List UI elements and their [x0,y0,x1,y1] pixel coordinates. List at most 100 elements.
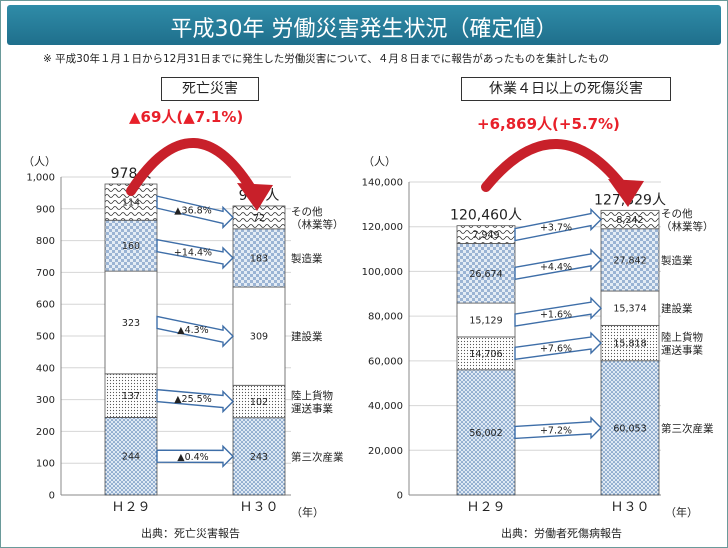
change-pct-label: +7.6% [540,344,572,355]
x-category-label: Ｈ２９ [466,500,505,515]
series-name-label: 陸上貨物 [661,331,703,344]
bar-value-label: 15,129 [469,316,502,327]
bar-segment [104,373,158,418]
y-tick-label: 600 [36,300,55,311]
series-name-label: （林業等） [661,220,714,233]
y-tick-label: 40,000 [368,401,403,412]
series-name-label: その他 [291,205,323,218]
series-name-label: 建設業 [291,330,323,343]
change-pct-label: ▲36.8% [174,205,212,216]
bar-value-label: 7,949 [472,230,499,241]
bar-segment [600,228,660,292]
source-fatal: 出典：死亡災害報告 [141,527,240,540]
x-category-label: Ｈ２９ [111,500,150,515]
trend-arrow-curve [481,139,631,196]
y-unit-injury: （人） [363,155,396,168]
chart-title-injury: 休業４日以上の死傷災害 [461,77,671,101]
footnote: ※ 平成30年１月１日から12月31日までに発生した労働災害について、４月８日ま… [43,53,609,65]
bar-value-label: 14,706 [469,349,502,360]
change-pct-label: +3.7% [540,223,572,234]
bar-segment [456,243,516,304]
series-name-label: 建設業 [661,302,693,315]
series-name-label: 陸上貨物 [291,389,333,402]
bar-segment [104,219,158,272]
change-pct-label: +7.2% [540,426,572,437]
bar-value-label: 323 [122,318,140,329]
bar-value-label: 27,842 [613,255,646,266]
bar-segment [456,302,516,338]
x-category-label: Ｈ３０ [610,500,649,515]
bar-value-label: 60,053 [613,423,646,434]
bar-value-label: 160 [122,241,140,252]
y-tick-label: 0 [397,491,403,502]
bar-value-label: 15,818 [613,339,646,350]
bar-segment [232,286,286,386]
bar-value-label: 8,242 [616,215,643,226]
trend-arrow-head [237,183,273,211]
y-tick-label: 900 [36,204,55,215]
page-title: 平成30年 労働災害発生状況（確定値） [170,17,558,42]
series-name-label: 運送事業 [291,402,333,415]
series-name-label: 第三次産業 [291,450,344,463]
bar-value-label: 26,674 [469,269,502,280]
change-pct-label: ▲25.5% [174,394,212,405]
bar-value-label: 309 [250,332,268,343]
series-name-label: 第三次産業 [661,422,714,435]
change-arrow [514,331,602,361]
y-tick-label: 0 [49,491,55,502]
bar-segment [456,369,516,496]
series-name-label: 製造業 [291,252,323,265]
x-category-label: Ｈ３０ [239,500,278,515]
title-banner: 平成30年 労働災害発生状況（確定値） [7,5,721,45]
y-tick-label: 60,000 [368,356,403,367]
bar-segment [104,270,158,375]
bar-value-label: 102 [250,397,268,408]
y-tick-label: 700 [36,268,55,279]
chart-title-fatal: 死亡災害 [161,77,259,101]
x-unit-fatal: （年） [291,506,324,519]
bar-value-label: 56,002 [469,428,502,439]
change-arrow [156,195,234,230]
change-arrow [514,416,602,440]
y-tick-label: 100,000 [362,267,403,278]
change-pct-label: ▲0.4% [177,452,208,463]
y-tick-label: 80,000 [368,312,403,323]
change-injury: +6,869人(+5.7%) [477,115,620,133]
bar-value-label: 114 [122,198,140,209]
bar-segment [232,228,286,288]
y-tick-label: 200 [36,427,55,438]
change-pct-label: +14.4% [174,247,212,258]
bar-value-label: 72 [253,213,265,224]
bar-total-label: 120,460人 [450,208,522,224]
change-pct-label: +4.4% [540,262,572,273]
y-tick-label: 300 [36,395,55,406]
series-name-label: 運送事業 [661,344,703,357]
y-unit-fatal: （人） [23,155,56,168]
y-tick-label: 100 [36,459,55,470]
change-pct-label: +1.6% [540,310,572,321]
change-fatal: ▲69人(▲7.1%) [129,108,244,126]
x-unit-injury: （年） [665,506,698,519]
trend-arrow-curve [126,138,260,200]
change-arrow [514,207,602,242]
bar-value-label: 15,374 [613,304,646,315]
change-arrow [514,248,602,281]
bar-value-label: 183 [250,253,268,264]
y-tick-label: 120,000 [362,222,403,233]
y-tick-label: 400 [36,363,55,374]
change-arrow [156,388,234,414]
change-pct-label: ▲4.3% [177,325,208,336]
bar-value-label: 244 [122,452,140,463]
series-name-label: その他 [661,207,693,220]
y-tick-label: 20,000 [368,446,403,457]
change-arrow [156,315,234,348]
series-name-label: （林業等） [291,218,344,231]
y-tick-label: 1,000 [26,173,55,184]
bar-value-label: 137 [122,391,140,402]
trend-arrow-head [608,179,644,207]
y-tick-label: 140,000 [362,178,403,189]
source-injury: 出典：労働者死傷病報告 [501,527,622,540]
change-arrow [156,238,234,270]
